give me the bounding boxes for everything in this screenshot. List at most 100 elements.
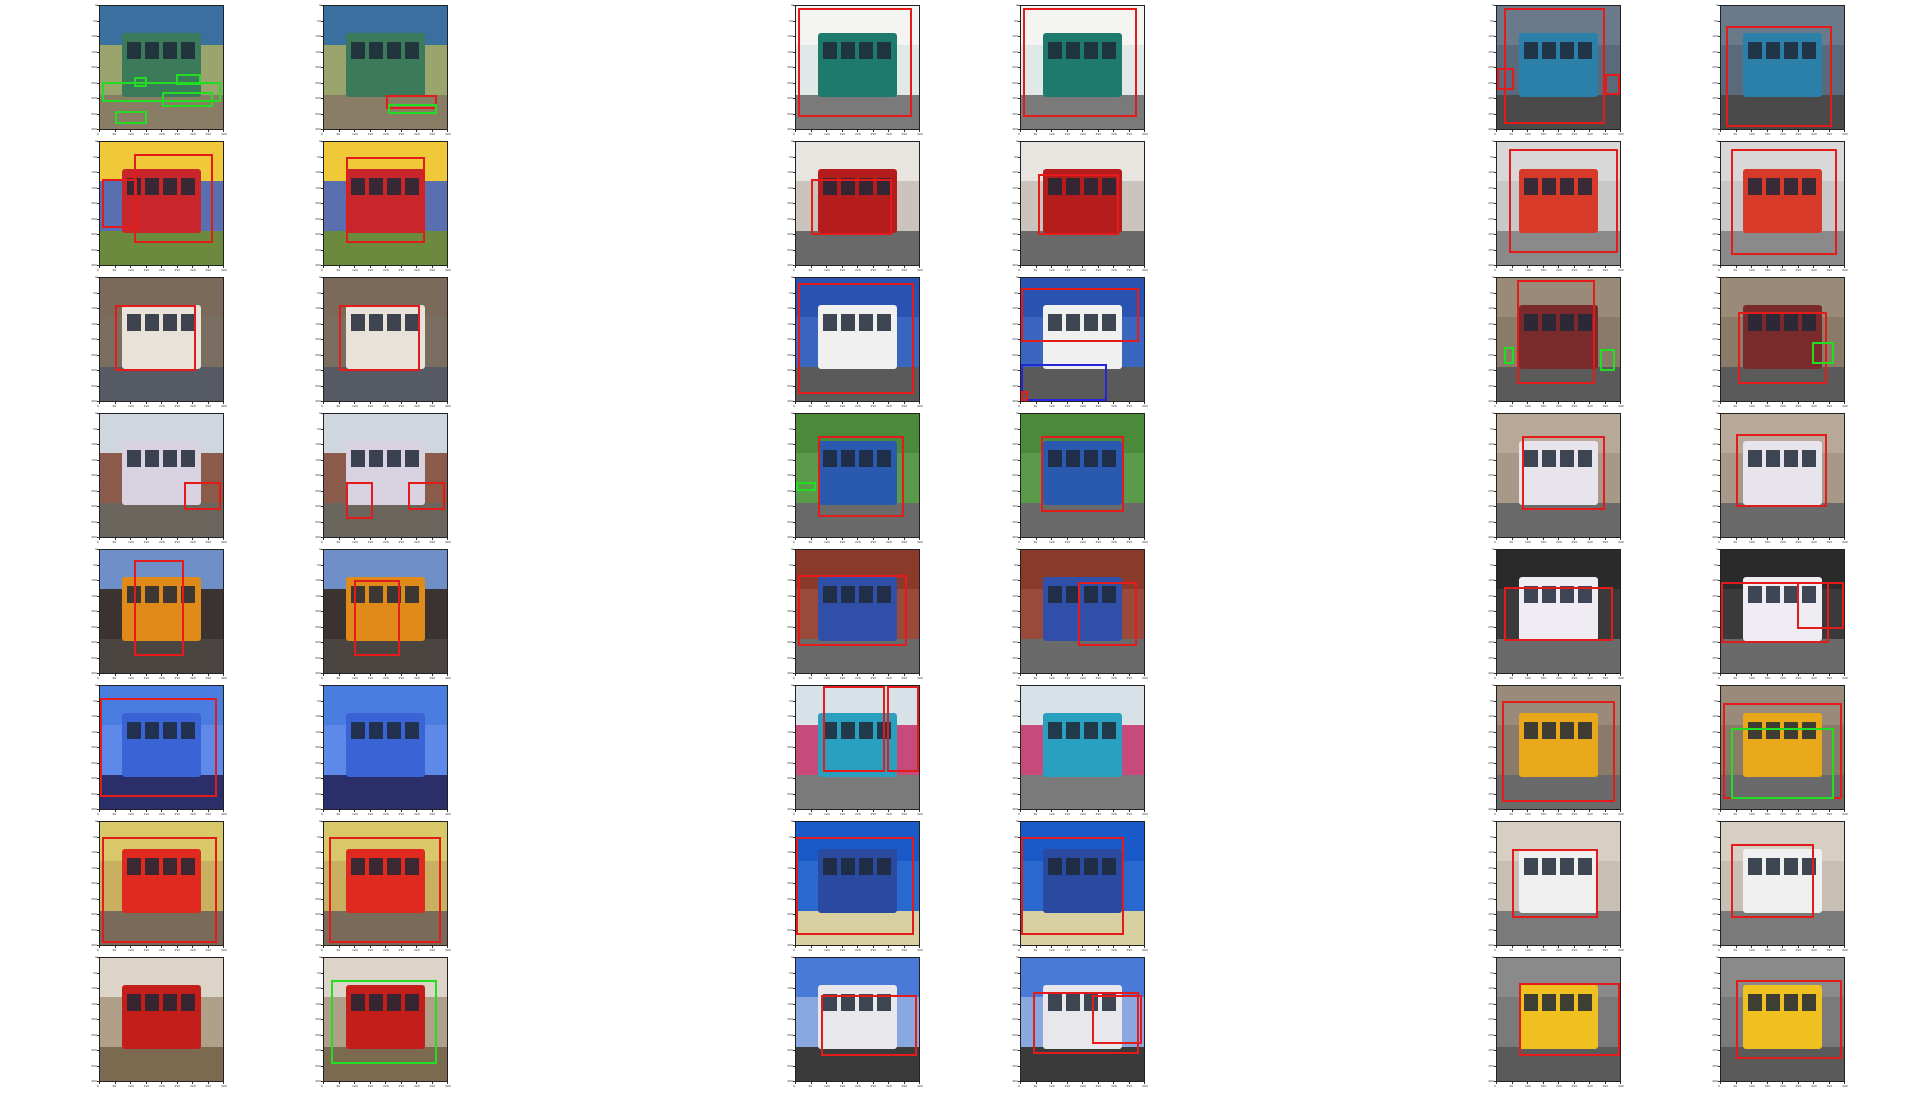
x-tick-label: 350	[429, 812, 436, 816]
x-tick	[447, 674, 448, 676]
x-tick	[872, 810, 874, 812]
subplot-image	[1496, 821, 1621, 946]
bounding-box	[1511, 849, 1598, 918]
vehicle	[346, 305, 425, 369]
vehicle-window	[1523, 178, 1538, 195]
x-tick	[1066, 266, 1068, 268]
subplot-image	[1020, 5, 1145, 130]
y-tick-label: 250	[1712, 352, 1718, 357]
y-tick	[321, 673, 323, 674]
x-tick	[400, 538, 402, 540]
vehicle-window	[1102, 314, 1117, 331]
y-tick-label: 150	[1012, 593, 1018, 598]
y-tick	[793, 564, 795, 566]
y-tick	[1494, 51, 1496, 53]
x-tick	[1066, 130, 1068, 132]
subplot: 0 50 100 150 200 250 300 350 400 0 50 100 150 200 250 3…	[315, 411, 450, 549]
subplot: 0 50 100 150 200 250 300 350 400 0 50 100 150 200 250 3…	[1712, 275, 1847, 413]
x-tick	[1813, 130, 1814, 132]
y-tick	[1494, 203, 1496, 204]
x-tick-label: 0	[1494, 132, 1496, 136]
y-tick-label: 50	[1714, 834, 1718, 839]
x-tick-label: 200	[1780, 268, 1786, 272]
bounding-box	[1040, 436, 1125, 513]
y-tick-label: 350	[91, 519, 97, 524]
y-tick-label: 50	[317, 18, 321, 23]
y-tick	[1018, 203, 1020, 204]
x-tick	[1496, 946, 1497, 948]
vehicle-window	[859, 722, 874, 739]
x-tick	[1082, 674, 1083, 676]
x-tick-label: 300	[1111, 948, 1117, 952]
y-tick-label: 200	[1012, 745, 1018, 749]
x-tick-label: 150	[1764, 676, 1771, 680]
x-tick-label: 200	[383, 268, 389, 272]
vehicle-window	[1084, 450, 1099, 467]
x-tick-label: 0	[1494, 268, 1496, 272]
x-tick	[1797, 266, 1799, 268]
x-tick-label: 300	[1587, 812, 1593, 816]
vehicle-window	[877, 994, 892, 1011]
y-tick-label: 0	[319, 3, 321, 7]
bounding-box	[1033, 992, 1140, 1054]
y-tick-label: 50	[93, 970, 97, 975]
y-tick-label: 350	[787, 111, 793, 116]
y-tick-label: 100	[91, 306, 97, 310]
y-tick-label: 400	[91, 807, 97, 811]
subplot: 0 50 100 150 200 250 300 350 400 0 50 100 150 200 250 3…	[91, 819, 226, 957]
vehicle-window	[1065, 314, 1081, 331]
x-tick-label: 300	[190, 268, 196, 272]
y-tick-label: 250	[1712, 896, 1718, 901]
x-tick-label: 50	[336, 812, 341, 816]
y-tick-label: 100	[91, 578, 97, 582]
x-tick-label: 100	[352, 404, 358, 408]
y-tick-label: 100	[787, 578, 793, 582]
x-tick-label: 100	[1525, 948, 1531, 952]
y-tick	[1018, 988, 1020, 989]
x-tick	[1797, 130, 1799, 132]
y-tick	[1494, 141, 1496, 142]
y-tick-label: 50	[93, 18, 97, 23]
x-tick	[1097, 538, 1099, 540]
y-tick	[1718, 475, 1720, 476]
y-tick	[793, 700, 795, 702]
vehicle	[1743, 169, 1822, 233]
y-tick	[793, 642, 795, 643]
x-tick-label: 300	[190, 404, 196, 408]
x-tick	[323, 402, 324, 404]
vehicle-window	[1065, 178, 1081, 195]
y-tick-label: 150	[315, 321, 321, 326]
y-tick	[793, 203, 795, 204]
y-tick	[321, 444, 323, 445]
vehicle-window	[877, 178, 892, 195]
x-tick	[1720, 1082, 1721, 1084]
y-tick	[1494, 292, 1496, 294]
y-tick	[1718, 929, 1720, 931]
y-tick-label: 350	[1712, 1063, 1718, 1068]
x-tick	[114, 674, 116, 676]
y-tick-label: 300	[315, 912, 321, 916]
x-tick	[99, 674, 100, 676]
y-tick	[1018, 972, 1020, 974]
x-tick	[1020, 946, 1021, 948]
x-tick	[810, 538, 812, 540]
vehicle	[1519, 713, 1598, 777]
y-tick-label: 0	[1492, 275, 1494, 279]
x-tick-label: 150	[839, 948, 846, 952]
x-tick-label: 50	[1509, 540, 1514, 544]
x-tick	[354, 810, 355, 812]
vehicle-window	[1578, 858, 1593, 875]
x-tick-label: 200	[159, 540, 165, 544]
y-tick-label: 400	[1712, 263, 1718, 267]
x-tick-label: 350	[205, 404, 212, 408]
x-tick-label: 0	[97, 676, 99, 680]
y-tick-label: 400	[91, 535, 97, 539]
y-tick	[793, 793, 795, 795]
x-tick	[1751, 130, 1752, 132]
y-tick	[793, 156, 795, 158]
x-tick	[1035, 810, 1037, 812]
x-tick	[114, 402, 116, 404]
y-tick	[793, 36, 795, 37]
bounding-box	[346, 156, 425, 243]
y-tick	[97, 929, 99, 931]
